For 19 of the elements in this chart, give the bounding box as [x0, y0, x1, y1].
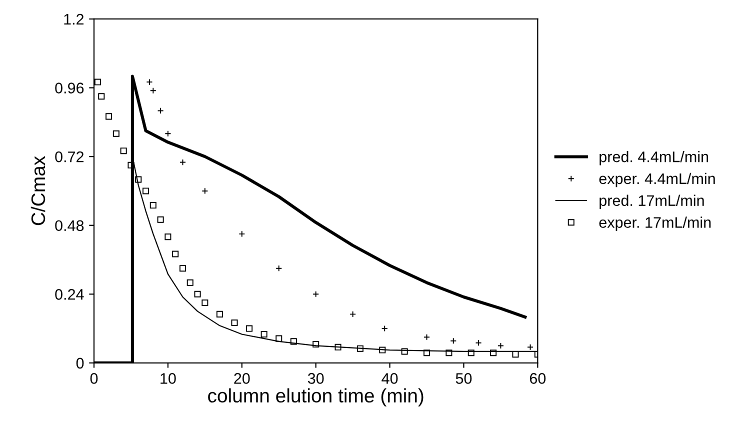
- legend-label: pred. 17mL/min: [600, 194, 704, 210]
- y-tick-label: 0.48: [55, 220, 84, 232]
- legend-label: exper. 17mL/min: [599, 216, 711, 231]
- x-tick-label: 60: [530, 373, 546, 384]
- y-tick-label: 0.96: [55, 82, 84, 94]
- y-axis-title: C/Cmax: [30, 156, 46, 226]
- y-tick-label: 0.24: [55, 289, 84, 300]
- legend-label: exper. 4.4mL/min: [599, 172, 715, 188]
- legend-label: pred. 4.4mL/min: [600, 151, 708, 166]
- y-tick-label: 0.72: [55, 151, 84, 162]
- x-tick-label: 0: [90, 373, 98, 384]
- x-tick-label: 10: [160, 373, 176, 384]
- x-tick-label: 20: [234, 373, 250, 384]
- x-tick-label: 40: [382, 373, 398, 384]
- x-tick-label: 50: [456, 373, 472, 384]
- x-tick-label: 30: [308, 373, 324, 384]
- x-axis-title: column elution time (min): [208, 388, 424, 406]
- y-tick-label: 0: [76, 358, 84, 369]
- y-tick-label: 1.2: [64, 14, 84, 25]
